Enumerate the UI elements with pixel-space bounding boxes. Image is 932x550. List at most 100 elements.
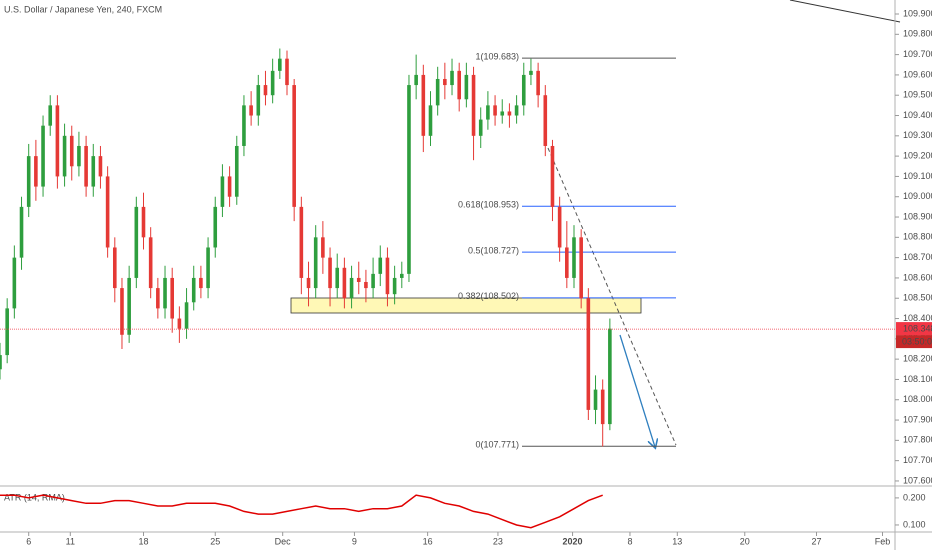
- candle-body: [156, 288, 160, 309]
- drawings: [290, 0, 901, 447]
- y-tick-label: 109.800: [903, 29, 932, 39]
- candle-body: [600, 389, 605, 425]
- y-tick-label: 109.100: [903, 171, 932, 181]
- candle-body: [443, 78, 447, 86]
- candle-body: [213, 206, 218, 248]
- x-tick-label: 13: [672, 536, 682, 546]
- candle-body: [521, 74, 526, 106]
- candle-body: [428, 105, 433, 136]
- candle-body: [256, 85, 261, 116]
- candle-body: [407, 85, 411, 274]
- candle-body: [48, 105, 53, 126]
- candle-body: [435, 78, 440, 106]
- trend-line: [547, 147, 677, 446]
- candle-body: [493, 105, 497, 116]
- y-tick-label: 108.000: [903, 394, 932, 404]
- candle-body: [19, 206, 24, 258]
- candle-body: [514, 105, 519, 116]
- candle-body: [5, 308, 9, 356]
- candle-body: [148, 237, 153, 289]
- y2-tick-label: 0.100: [903, 519, 926, 529]
- y-tick-label: 108.200: [903, 354, 932, 364]
- candle-body: [486, 105, 490, 120]
- y-tick-label: 109.300: [903, 130, 932, 140]
- x-tick-label: Feb: [875, 536, 891, 546]
- candle-body: [565, 247, 569, 278]
- y-tick-label: 108.900: [903, 211, 932, 221]
- y-tick-label: 108.500: [903, 293, 932, 303]
- y-tick-label: 109.700: [903, 49, 932, 59]
- candle-body: [249, 105, 253, 116]
- candle-body: [199, 277, 203, 289]
- y-tick-label: 107.700: [903, 455, 932, 465]
- candle-body: [608, 328, 612, 425]
- candle-body: [507, 111, 512, 116]
- candle-body: [572, 237, 576, 278]
- y-tick-label: 109.900: [903, 8, 932, 18]
- countdown-tag: [896, 335, 932, 349]
- candle-body: [234, 145, 239, 197]
- candle-body: [91, 156, 96, 187]
- y-tick-label: 109.200: [903, 150, 932, 160]
- y-tick-label: 109.500: [903, 90, 932, 100]
- candle-body: [12, 257, 17, 309]
- candle-body: [191, 277, 196, 303]
- candle-body: [335, 267, 340, 289]
- x-tick-label: 23: [493, 536, 503, 546]
- candle-body: [242, 105, 246, 146]
- candle-body: [421, 74, 426, 136]
- y-tick-label: 108.800: [903, 232, 932, 242]
- x-tick-label: 27: [811, 536, 821, 546]
- candle-body: [378, 257, 383, 274]
- candle-body: [55, 105, 60, 177]
- x-tick-label: 18: [138, 536, 148, 546]
- candle-body: [84, 145, 88, 187]
- candle-body: [120, 288, 124, 335]
- candle-body: [500, 111, 505, 116]
- candle-body: [26, 156, 31, 207]
- candle-body: [328, 257, 332, 289]
- candle-body: [163, 277, 167, 309]
- candle-body: [349, 277, 354, 299]
- candle-body: [127, 277, 131, 335]
- candle-body: [134, 206, 139, 278]
- candle-body: [285, 58, 289, 86]
- candle-body: [536, 70, 540, 96]
- candle-body: [414, 74, 418, 86]
- candles: [0, 48, 612, 447]
- indicator-line: [0, 494, 603, 529]
- candle-body: [292, 85, 296, 207]
- last-price-label: 108.348: [903, 323, 932, 333]
- last-price-tag: [896, 322, 932, 336]
- y-tick-label: 109.400: [903, 110, 932, 120]
- candle-body: [385, 257, 390, 295]
- fib-label: 0.382(108.502): [458, 291, 519, 301]
- candle-body: [77, 145, 81, 167]
- fib-label: 0(107.771): [475, 440, 519, 450]
- fib-label: 0.5(108.727): [468, 246, 519, 256]
- x-tick-label: 2020: [563, 536, 583, 546]
- x-tick-label: 20: [740, 536, 750, 546]
- candle-body: [184, 302, 189, 329]
- y-tick-label: 108.600: [903, 272, 932, 282]
- y-tick-label: 109.600: [903, 69, 932, 79]
- candle-body: [112, 247, 117, 289]
- candle-body: [206, 247, 210, 289]
- candle-body: [41, 125, 45, 187]
- candle-body: [306, 277, 311, 289]
- candle-body: [177, 318, 182, 329]
- x-tick-label: 6: [26, 536, 31, 546]
- candle-body: [69, 135, 74, 167]
- candle-body: [227, 176, 232, 197]
- candle-body: [450, 70, 454, 86]
- candle-body: [278, 58, 282, 71]
- candle-body: [141, 206, 146, 238]
- candle-body: [220, 176, 225, 207]
- candle-body: [471, 74, 476, 136]
- fib-label: 1(109.683): [475, 51, 519, 61]
- candle-body: [364, 281, 368, 289]
- candle-body: [457, 70, 461, 100]
- candle-body: [62, 135, 67, 177]
- trend-line: [789, 0, 901, 23]
